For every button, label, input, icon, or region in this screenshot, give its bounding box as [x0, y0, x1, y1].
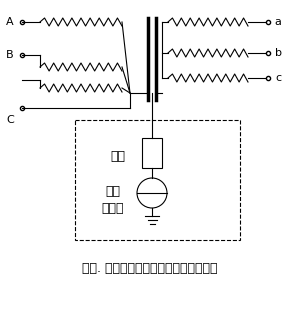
Text: c: c	[275, 73, 281, 83]
Text: A: A	[6, 17, 14, 27]
Text: a: a	[274, 17, 281, 27]
Bar	[75, 120, 240, 240]
Text: 图一. 变压器中性点接地电阻箱工作原理: 图一. 变压器中性点接地电阻箱工作原理	[82, 261, 218, 274]
Text: B: B	[6, 50, 14, 60]
Bar	[142, 138, 162, 168]
Text: 电阻: 电阻	[110, 150, 125, 163]
Text: 电流
互感器: 电流 互感器	[102, 185, 124, 215]
Text: C: C	[6, 115, 14, 125]
Text: b: b	[274, 48, 281, 58]
Circle shape	[137, 178, 167, 208]
